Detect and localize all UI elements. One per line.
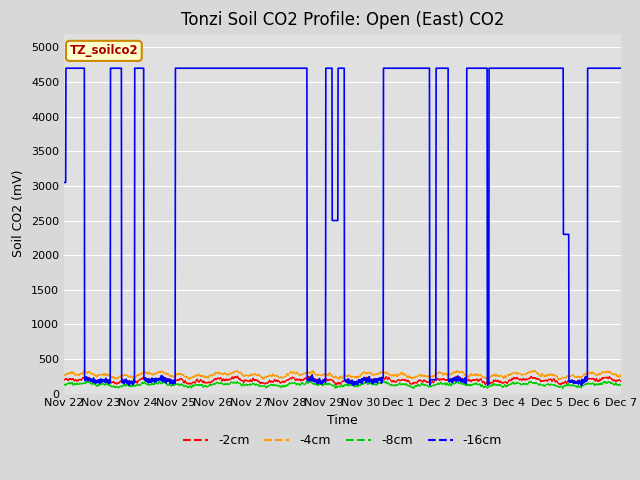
Legend: -2cm, -4cm, -8cm, -16cm: -2cm, -4cm, -8cm, -16cm (178, 429, 507, 452)
Y-axis label: Soil CO2 (mV): Soil CO2 (mV) (12, 170, 26, 257)
Title: Tonzi Soil CO2 Profile: Open (East) CO2: Tonzi Soil CO2 Profile: Open (East) CO2 (180, 11, 504, 29)
Text: TZ_soilco2: TZ_soilco2 (70, 44, 138, 58)
X-axis label: Time: Time (327, 414, 358, 427)
